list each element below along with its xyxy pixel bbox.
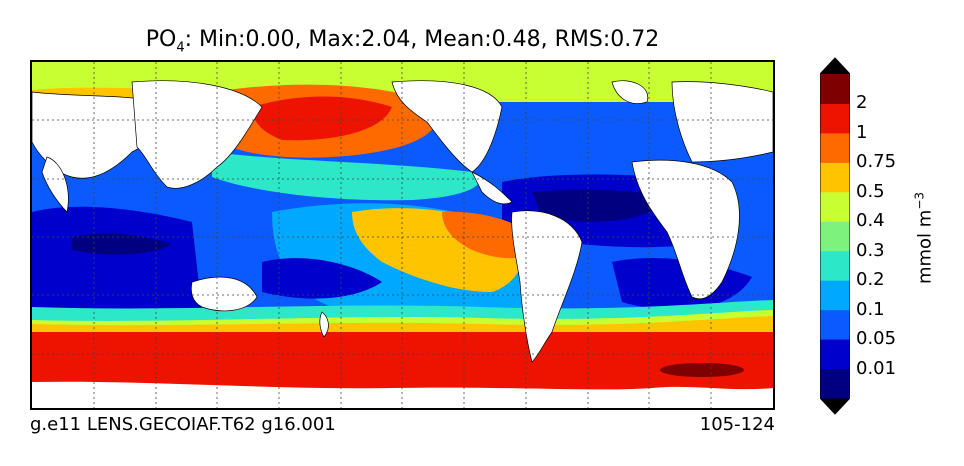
s-pacific-gyre	[262, 258, 382, 299]
map-title: PO4: Min:0.00, Max:2.04, Mean:0.48, RMS:…	[30, 26, 775, 62]
graticule	[32, 62, 773, 408]
map-panel	[30, 60, 775, 410]
title-stats: : Min:0.00, Max:2.04, Mean:0.48, RMS:0.7…	[184, 27, 660, 52]
colorbar-tick-label: 0.2	[856, 269, 885, 291]
europe	[671, 81, 773, 163]
indian-ocean-blue	[32, 206, 202, 312]
title-subscript: 4	[176, 40, 185, 56]
colorbar-cell	[820, 103, 850, 134]
north-america	[391, 80, 503, 173]
colorbar-cell	[820, 280, 850, 311]
n-atlantic-dark	[532, 189, 672, 222]
colorbar-unit-label: mmol m−3	[913, 192, 936, 284]
colorbar-cell	[820, 221, 850, 252]
colorbar-tick-label: 2	[856, 92, 868, 114]
po4-field	[32, 62, 773, 408]
colorbar-cell	[820, 368, 850, 399]
asia-east	[131, 80, 263, 189]
colorbar-tick-label: 0.5	[856, 180, 885, 202]
colorbar	[820, 57, 850, 415]
title-variable: PO	[145, 27, 177, 52]
greenland	[611, 80, 649, 104]
colorbar-cell	[820, 191, 850, 222]
colorbar-tick-label: 0.01	[856, 357, 897, 379]
case-name: g.e11 LENS.GECOIAF.T62 g16.001	[30, 414, 336, 435]
colorbar-cell	[820, 132, 850, 163]
colorbar-unit-exponent: −3	[912, 191, 927, 210]
colorbar-outline	[820, 57, 850, 415]
colorbar-tick-label: 0.3	[856, 239, 885, 261]
colorbar-tick-label: 0.75	[856, 151, 897, 173]
ocean-map	[32, 62, 773, 408]
colorbar-cell	[820, 309, 850, 340]
colorbar-tick-label: 0.1	[856, 298, 885, 320]
colorbar-cell	[820, 162, 850, 193]
central-america	[471, 171, 513, 205]
colorbar-extend-min	[820, 398, 850, 414]
colorbar-cell	[820, 250, 850, 281]
colorbar-tick-label: 0.4	[856, 210, 885, 232]
colorbar-tick-label: 1	[856, 121, 868, 143]
colorbar-cell	[820, 339, 850, 370]
weddell-max	[660, 363, 744, 377]
colorbar-unit-main: mmol m	[914, 209, 936, 285]
n-pacific-red	[252, 96, 392, 141]
africa-east-edge	[41, 156, 69, 213]
new-zealand	[319, 311, 329, 338]
australia	[190, 276, 258, 312]
indian-ocean-dark	[72, 233, 172, 255]
colorbar-cell	[820, 74, 850, 104]
colorbar-extend-max	[820, 58, 850, 74]
south-america	[511, 210, 583, 363]
colorbar-tick-label: 0.05	[856, 328, 897, 350]
africa	[631, 159, 740, 300]
year-range: 105-124	[699, 414, 775, 435]
colorbar-cells	[820, 58, 850, 414]
